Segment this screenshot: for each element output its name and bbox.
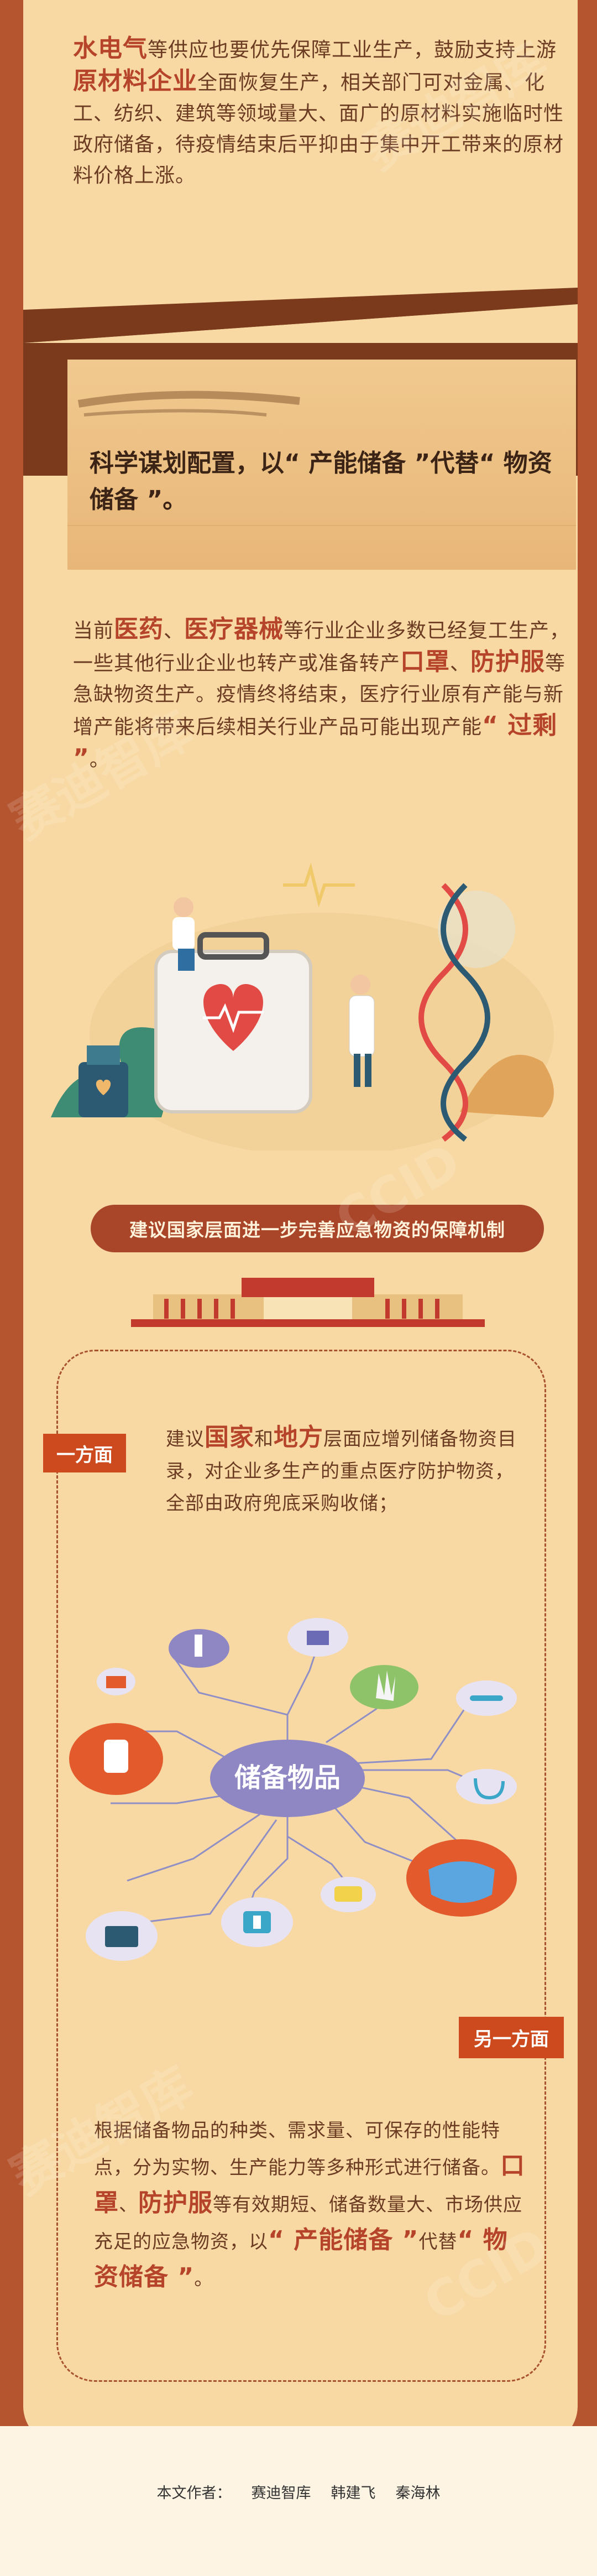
reserve-diagram: 储备物品 <box>69 1618 517 1961</box>
paragraph-medical-capacity: 当前医药、医疗器械等行业企业多数已经复工生产，一些其他行业企业也转产或准备转产口… <box>73 615 570 772</box>
paragraph-other-side: 根据储备物品的种类、需求量、可保存的性能特点，分为实物、生产能力等多种形式进行储… <box>94 2120 525 2291</box>
tag-other-side: 另一方面 <box>459 2017 564 2058</box>
callout-board <box>67 360 576 570</box>
center-ellipse <box>210 1740 365 1817</box>
band-slant <box>23 288 578 343</box>
dna-icon <box>418 883 468 1142</box>
measures-box <box>56 1350 546 2382</box>
footer-credits: 本文作者： 赛迪智库 韩建飞 秦海林 <box>156 2485 441 2502</box>
paragraph-raw-materials: 水电气等供应也要优先保障工业生产，鼓励支持上游原材料企业全面恢复生产，相关部门可… <box>73 34 564 187</box>
government-building-icon <box>131 1278 485 1327</box>
glove-icon <box>350 1665 418 1709</box>
footer <box>0 2426 597 2576</box>
mask-icon <box>428 1861 495 1903</box>
tag-one-side: 一方面 <box>43 1434 126 1472</box>
wood-texture <box>67 391 576 526</box>
section-banner: 建议国家层面进一步完善应急物资的保障机制 <box>91 1205 544 1252</box>
callout-text: 科学谋划配置，以“ 产能储备 ”代替“ 物资储备 ”。 <box>90 449 552 514</box>
paragraph-one-side: 建议国家和地方层面应增列储备物资目录，对企业多生产的重点医疗防护物资，全部由政府… <box>166 1423 517 1515</box>
diagram-center-label: 储备物品 <box>234 1762 341 1793</box>
heart-icon <box>203 984 263 1051</box>
content-panel: 水电气等供应也要优先保障工业生产，鼓励支持上游原材料企业全面恢复生产，相关部门可… <box>23 0 578 2445</box>
medical-illustration <box>51 862 554 1151</box>
stethoscope-icon <box>456 1769 517 1804</box>
